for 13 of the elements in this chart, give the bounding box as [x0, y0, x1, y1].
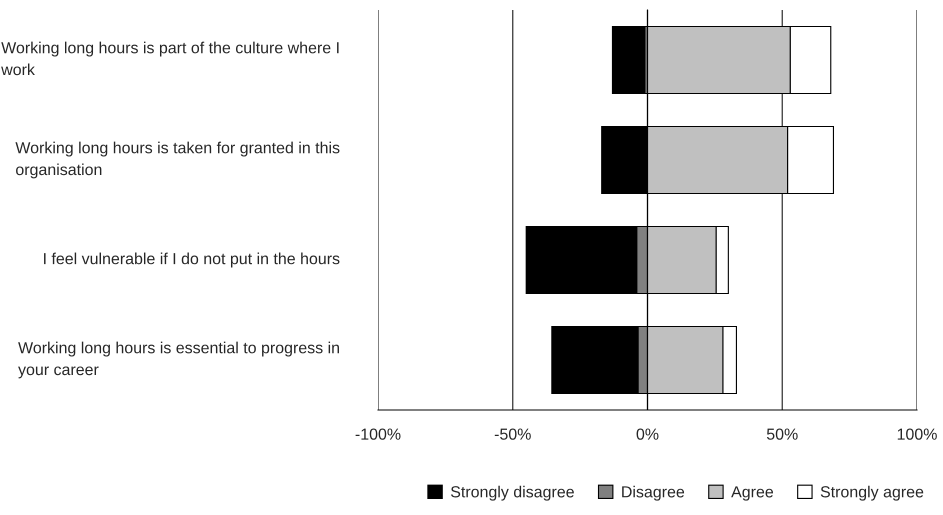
y-tick-label: Working long hours is part of the culture where I work	[1, 42, 339, 76]
legend-label: Disagree	[622, 486, 684, 501]
y-tick-label: I feel vulnerable if I do not put in the hours	[44, 252, 340, 268]
x-tick-label: 50%	[766, 428, 798, 440]
x-tick-label: -100%	[356, 428, 401, 440]
legend-label: Strongly agree	[820, 486, 924, 501]
x-tick-label: -50%	[494, 428, 531, 440]
legend-label: Strongly disagree	[450, 486, 574, 501]
y-tick-label: Working long hours is taken for granted in this organisation	[15, 142, 340, 178]
legend-label: Agree	[731, 486, 774, 501]
x-tick-label: 0%	[636, 428, 658, 440]
y-tick-label: Working long hours is essential to progress in your career	[18, 342, 339, 378]
x-tick-label: 100%	[898, 428, 937, 440]
